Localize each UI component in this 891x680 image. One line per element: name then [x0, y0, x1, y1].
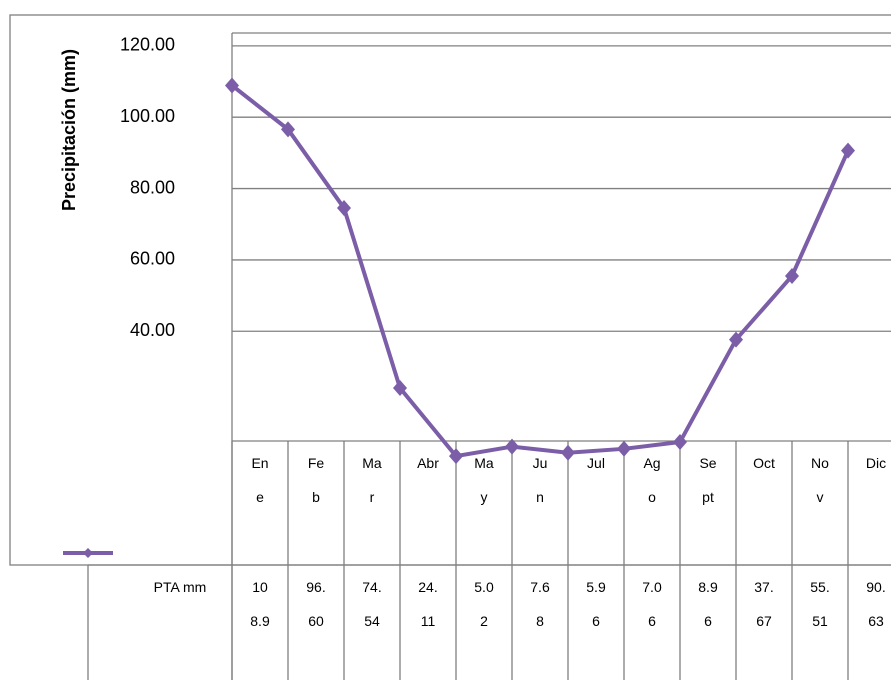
y-tick-label: 100.00	[120, 106, 175, 126]
y-axis-title: Precipitación (mm)	[59, 49, 79, 211]
data-marker	[785, 267, 799, 284]
value-label: 96.60	[306, 579, 326, 629]
category-label: Abr	[417, 455, 439, 471]
data-marker	[561, 444, 575, 461]
data-marker	[449, 448, 463, 465]
value-label: 37.67	[754, 579, 774, 629]
category-label: May	[474, 455, 494, 505]
category-label: Feb	[307, 455, 325, 505]
data-marker	[841, 142, 855, 159]
category-label: Ago	[643, 455, 661, 505]
y-tick-label: 40.00	[130, 320, 175, 340]
data-marker	[281, 121, 295, 138]
category-label: Jun	[532, 455, 548, 505]
y-tick-label: 60.00	[130, 249, 175, 269]
value-label: 8.96	[698, 579, 718, 629]
value-label: 90.63	[866, 579, 886, 629]
data-marker	[617, 440, 631, 457]
category-label: Jul	[587, 455, 605, 471]
value-label: 5.02	[474, 579, 494, 629]
data-marker	[673, 434, 687, 451]
value-label: 74.54	[362, 579, 382, 629]
data-marker	[729, 331, 743, 348]
category-label: Mar	[362, 455, 382, 505]
value-label: 108.9	[250, 579, 270, 629]
data-marker	[337, 200, 351, 217]
category-label: Nov	[811, 455, 829, 505]
value-label: 55.51	[810, 579, 830, 629]
category-label: Dic	[865, 455, 887, 471]
y-tick-label: 80.00	[130, 177, 175, 197]
category-label: Ene	[251, 455, 269, 505]
category-label: Oct	[753, 455, 775, 471]
value-label: 7.68	[530, 579, 550, 629]
legend-key-marker	[83, 548, 93, 558]
value-label: 5.96	[586, 579, 606, 629]
category-label: Sept	[699, 455, 717, 505]
value-label: 24.11	[418, 579, 438, 629]
row-header: PTA mm	[153, 579, 207, 595]
data-marker	[505, 438, 519, 455]
data-marker	[393, 379, 407, 396]
data-marker	[225, 77, 239, 94]
data-line	[230, 83, 850, 459]
value-label: 7.06	[642, 579, 662, 629]
y-tick-label: 120.00	[120, 35, 175, 55]
chart-border	[9, 14, 891, 566]
